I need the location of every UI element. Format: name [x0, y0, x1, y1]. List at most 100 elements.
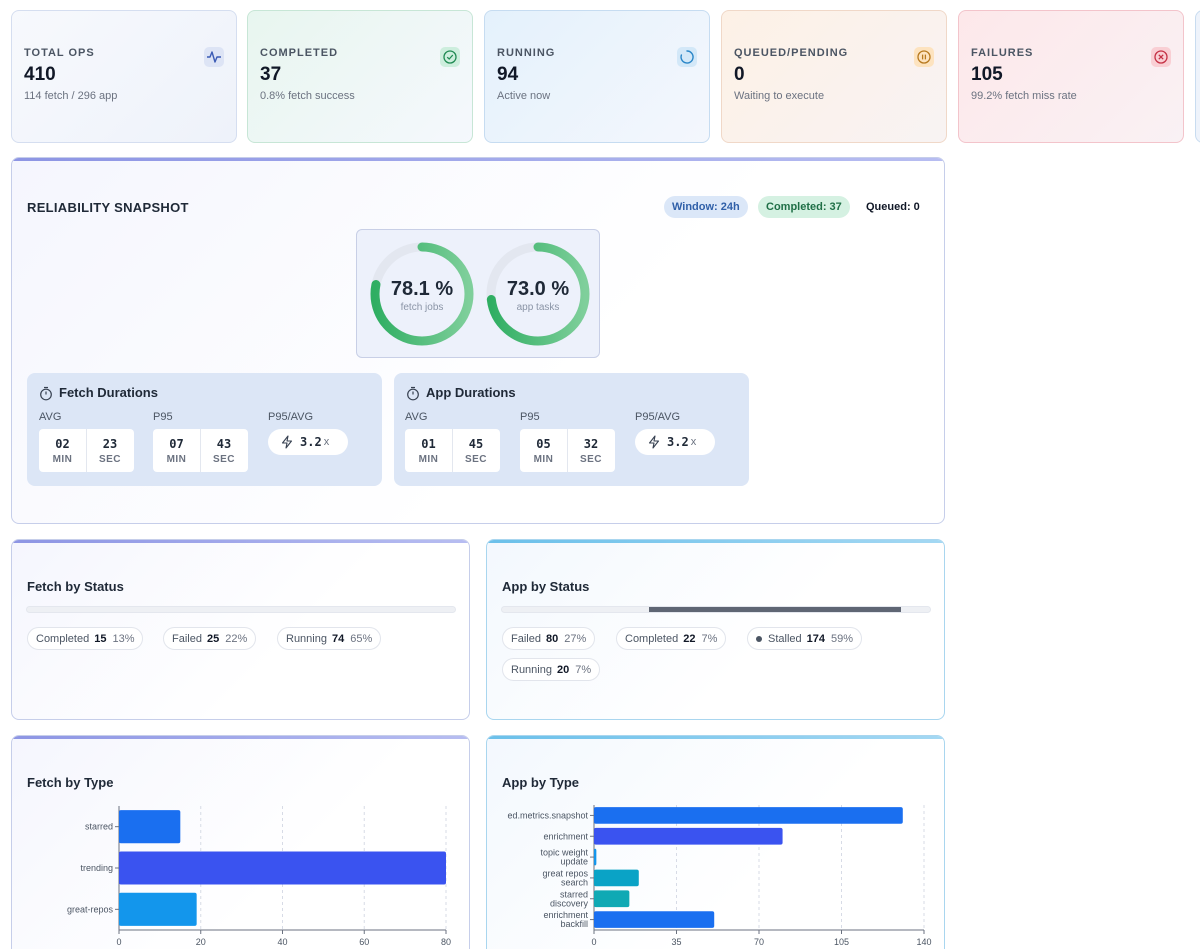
kpi-subtext: 114 fetch / 296 app — [24, 90, 118, 102]
status-count: 174 — [806, 632, 825, 645]
app-tasks-gauge: 73.0 % app tasks — [483, 239, 593, 349]
x-circle-icon — [1151, 47, 1171, 67]
kpi-card-failures[interactable]: FAILURES 105 99.2% fetch miss rate — [958, 10, 1184, 143]
kpi-label: FAILURES — [971, 47, 1034, 59]
fetch-by-type-panel: Fetch by Type 0 20 40 60 80 starred trending gr… — [11, 735, 470, 949]
seconds-value: 43 — [216, 436, 232, 451]
fetch-durations-card: Fetch Durations AVG P95 P95/AVG 02 MIN 23… — [27, 373, 382, 486]
status-percent: 7% — [701, 632, 718, 645]
stalled-segment — [649, 607, 902, 612]
app-durations-card: App Durations AVG P95 P95/AVG 01 MIN 45 SE… — [394, 373, 749, 486]
status-percent: 22% — [225, 632, 248, 645]
status-percent: 65% — [350, 632, 373, 645]
x-tick-label: 105 — [834, 937, 849, 947]
chart-title: Fetch by Type — [27, 775, 114, 790]
bar[interactable] — [119, 810, 181, 844]
kpi-card-running[interactable]: RUNNING 94 Active now — [484, 10, 710, 143]
status-label: Failed — [172, 632, 202, 645]
p95-label: P95 — [153, 411, 173, 423]
check-circle-icon — [440, 47, 460, 67]
status-percent: 59% — [831, 632, 854, 645]
status-count: 74 — [331, 632, 345, 645]
status-count: 15 — [94, 632, 107, 645]
kpi-value: 94 — [497, 64, 519, 85]
bar[interactable] — [594, 869, 639, 887]
app-by-type-chart: 0 35 70 105 140 ed.metrics.snapshot enrichment… — [507, 805, 932, 947]
x-tick-label: 140 — [916, 937, 931, 947]
gauge-ring — [370, 242, 474, 346]
card-title: App Durations — [426, 385, 516, 400]
panel-accent-bar — [487, 540, 944, 543]
status-count: 80 — [545, 632, 559, 645]
status-count: 20 — [556, 663, 570, 676]
chart-title: App by Type — [502, 775, 580, 790]
x-tick-label: 70 — [754, 937, 764, 947]
kpi-value: 410 — [24, 64, 56, 85]
avg-duration: 02 MIN 23 SEC — [39, 429, 134, 472]
status-percent: 27% — [564, 632, 587, 645]
minutes-value: 07 — [169, 436, 184, 451]
y-tick-label: enrichment backfill — [543, 910, 588, 929]
status-label: Running — [286, 632, 327, 645]
y-tick-label: starred discovery — [550, 889, 589, 908]
kpi-card-completed[interactable]: COMPLETED 37 0.8% fetch success — [247, 10, 473, 143]
bar[interactable] — [594, 807, 903, 824]
lightning-icon — [648, 435, 660, 449]
panel-title: Fetch by Status — [27, 579, 124, 594]
minutes-unit: MIN — [166, 453, 187, 465]
bar[interactable] — [594, 827, 783, 845]
card-title: Fetch Durations — [59, 385, 158, 400]
status-label: Failed — [511, 632, 541, 645]
status-pill-completed[interactable]: Completed 15 13% — [27, 627, 144, 650]
panel-title: App by Status — [502, 579, 590, 594]
gauge-group: 78.1 % fetch jobs 73.0 % app tasks — [356, 229, 600, 358]
bar[interactable] — [119, 892, 197, 926]
status-count: 22 — [683, 632, 696, 645]
kpi-subtext: Waiting to execute — [734, 90, 825, 102]
kpi-label: QUEUED/PENDING — [734, 47, 849, 59]
kpi-card-partial[interactable] — [1195, 10, 1200, 143]
bar[interactable] — [119, 851, 446, 885]
p95-duration: 07 MIN 43 SEC — [153, 429, 248, 472]
y-tick-label: ed.metrics.snapshot — [507, 810, 588, 820]
status-pill-stalled[interactable]: Stalled 174 59% — [747, 627, 863, 650]
kpi-value: 105 — [971, 64, 1003, 85]
app-status-panel: App by Status Failed 80 27% Completed 22… — [486, 539, 945, 720]
ratio-value: 3.2 — [300, 435, 322, 449]
ratio-pill: 3.2 x — [268, 429, 348, 455]
status-pill-failed[interactable]: Failed 25 22% — [163, 627, 257, 650]
x-tick-label: 0 — [591, 937, 596, 947]
kpi-subtext: 99.2% fetch miss rate — [971, 90, 1077, 102]
minutes-value: 02 — [55, 436, 70, 451]
minutes-unit: MIN — [418, 453, 439, 465]
status-label: Running — [511, 663, 552, 676]
x-tick-label: 35 — [671, 937, 681, 947]
gauge-arc — [370, 242, 474, 346]
kpi-card-queued[interactable]: QUEUED/PENDING 0 Waiting to execute — [721, 10, 947, 143]
status-pill-running[interactable]: Running 20 7% — [502, 658, 601, 681]
kpi-label: RUNNING — [497, 47, 556, 59]
seconds-value: 45 — [468, 436, 484, 451]
status-pill-completed[interactable]: Completed 22 7% — [616, 627, 727, 650]
bar[interactable] — [594, 848, 597, 866]
queued-chip[interactable]: Queued: 0 — [866, 201, 920, 213]
gauge-value: 78.1 % — [390, 278, 454, 300]
y-tick-label: enrichment — [543, 831, 588, 841]
panel-accent-bar — [12, 540, 469, 543]
x-tick-label: 60 — [359, 937, 369, 947]
timer-icon — [40, 386, 52, 401]
bar[interactable] — [594, 890, 630, 908]
status-pill-failed[interactable]: Failed 80 27% — [502, 627, 596, 650]
kpi-subtext: 0.8% fetch success — [260, 90, 355, 102]
completed-chip[interactable]: Completed: 37 — [758, 196, 850, 218]
pause-circle-icon — [914, 47, 934, 67]
kpi-label: COMPLETED — [260, 47, 339, 59]
minutes-unit: MIN — [52, 453, 73, 465]
bar[interactable] — [594, 911, 715, 928]
seconds-unit: SEC — [212, 453, 236, 465]
window-chip[interactable]: Window: 24h — [664, 196, 748, 218]
kpi-card-total-ops[interactable]: TOTAL OPS 410 114 fetch / 296 app — [11, 10, 237, 143]
y-tick-label: topic weight update — [540, 848, 588, 867]
status-pill-running[interactable]: Running 74 65% — [277, 627, 382, 650]
gauge-label: fetch jobs — [400, 302, 444, 313]
